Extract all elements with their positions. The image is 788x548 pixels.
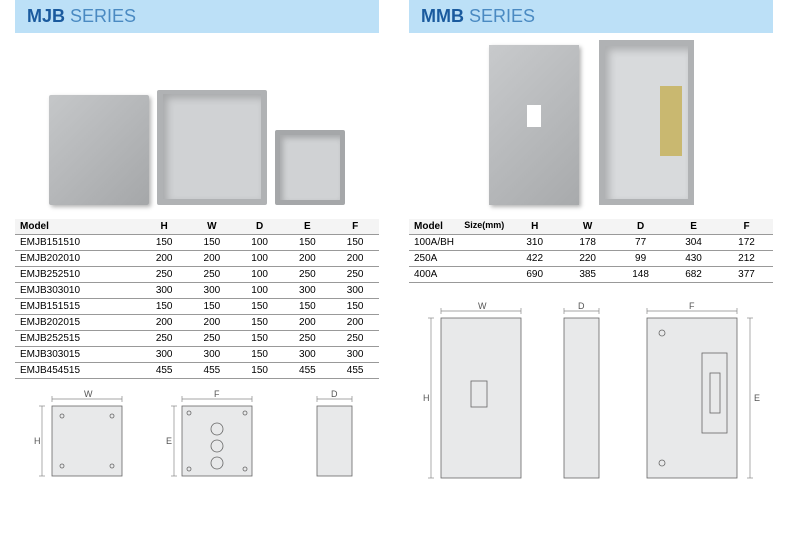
mmb-column: MMB SERIES ModelSize(mm) H W D E F 100A/… (409, 0, 773, 493)
mmb-product-photo (409, 45, 773, 205)
table-row: EMJB252510250250100250250 (15, 267, 379, 283)
mmb-title-bold: MMB (421, 6, 464, 26)
mjb-table-header: Model H W D E F (15, 219, 379, 235)
svg-text:D: D (331, 389, 338, 399)
mjb-column: MJB SERIES Model H W D E F EMJB151510150… (15, 0, 379, 493)
col-e: E (284, 219, 332, 235)
col-model: Model (15, 219, 140, 235)
col-w: W (188, 219, 236, 235)
mmb-diagram-wh: W H (421, 303, 531, 493)
table-row: EMJB151510150150100150150 (15, 235, 379, 251)
svg-text:H: H (34, 436, 41, 446)
svg-text:H: H (423, 393, 430, 403)
col-d: D (236, 219, 284, 235)
table-row: EMJB303015300300150300300 (15, 347, 379, 363)
mjb-title-bold: MJB (27, 6, 65, 26)
mjb-product-photo (15, 45, 379, 205)
table-row: 100A/BH31017877304172 (409, 235, 773, 251)
table-row: EMJB151515150150150150150 (15, 299, 379, 315)
col-h: H (508, 219, 561, 235)
mjb-table: Model H W D E F EMJB15151015015010015015… (15, 219, 379, 379)
svg-text:W: W (84, 389, 93, 399)
col-w: W (561, 219, 614, 235)
mjb-diagram-d: D (302, 391, 362, 491)
svg-text:F: F (214, 389, 220, 399)
mmb-header: MMB SERIES (409, 0, 773, 33)
mjb-title-light: SERIES (65, 6, 136, 26)
col-f: F (331, 219, 379, 235)
table-row: EMJB454515455455150455455 (15, 363, 379, 379)
svg-text:F: F (689, 301, 695, 311)
mjb-diagram-fe: F E (167, 391, 267, 491)
mmb-table: ModelSize(mm) H W D E F 100A/BH310178773… (409, 219, 773, 283)
svg-text:D: D (578, 301, 585, 311)
table-row: 400A690385148682377 (409, 267, 773, 283)
mmb-diagrams: W H D F E (409, 303, 773, 493)
svg-text:E: E (166, 436, 172, 446)
table-row: EMJB303010300300100300300 (15, 283, 379, 299)
mmb-title-light: SERIES (464, 6, 535, 26)
mjb-diagram-wh: W H (32, 391, 132, 491)
col-e: E (667, 219, 720, 235)
table-row: EMJB202015200200150200200 (15, 315, 379, 331)
table-row: 250A42222099430212 (409, 251, 773, 267)
mjb-header: MJB SERIES (15, 0, 379, 33)
col-d: D (614, 219, 667, 235)
table-row: EMJB252515250250150250250 (15, 331, 379, 347)
svg-text:W: W (478, 301, 487, 311)
mjb-diagrams: W H F E D (15, 391, 379, 491)
mmb-table-header: ModelSize(mm) H W D E F (409, 219, 773, 235)
mmb-diagram-d: D (554, 303, 609, 493)
col-h: H (140, 219, 188, 235)
mmb-diagram-fe: F E (632, 303, 762, 493)
svg-text:E: E (754, 393, 760, 403)
col-f: F (720, 219, 773, 235)
table-row: EMJB202010200200100200200 (15, 251, 379, 267)
col-model: ModelSize(mm) (409, 219, 508, 235)
